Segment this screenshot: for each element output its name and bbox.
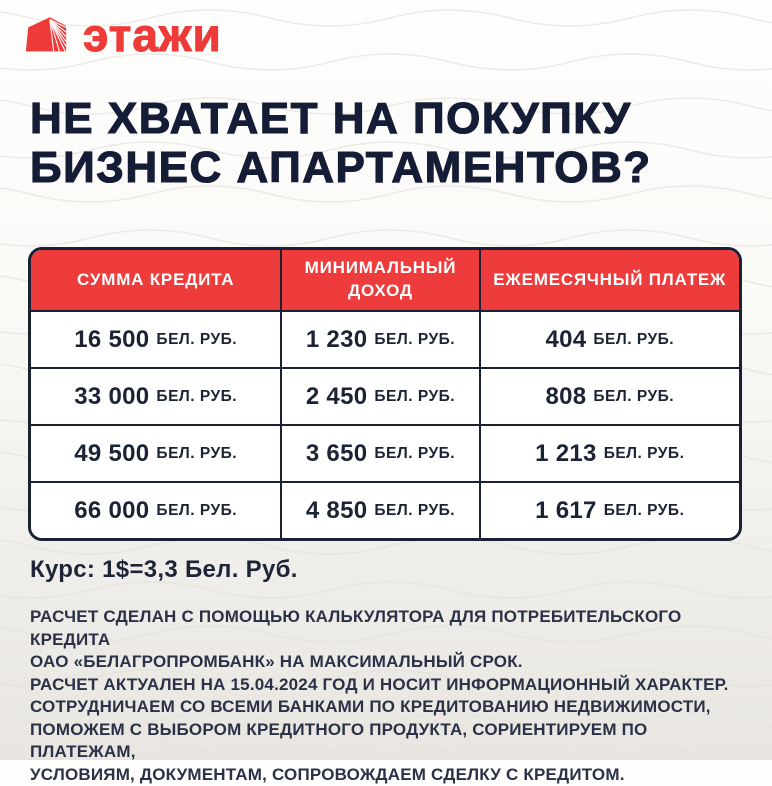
amount-value: 1 230 — [306, 326, 368, 354]
credit-table-header-row: СУММА КРЕДИТА МИНИМАЛЬНЫЙ ДОХОД ЕЖЕМЕСЯЧ… — [31, 250, 739, 310]
amount-value: 1 617 — [535, 497, 597, 525]
amount-value: 1 213 — [535, 440, 597, 468]
currency-unit: БЕЛ. РУБ. — [374, 331, 455, 349]
etazhi-logo-icon — [22, 14, 70, 56]
amount-value: 66 000 — [74, 497, 149, 525]
disclaimer-block: РАСЧЕТ СДЕЛАН С ПОМОЩЬЮ КАЛЬКУЛЯТОРА ДЛЯ… — [30, 606, 744, 786]
disclaimer-line: РАСЧЕТ АКТУАЛЕН НА 15.04.2024 ГОД И НОСИ… — [30, 674, 744, 697]
headline-line-1: НЕ ХВАТАЕТ НА ПОКУПКУ — [30, 94, 632, 143]
currency-unit: БЕЛ. РУБ. — [604, 445, 685, 463]
table-row: 49 500 БЕЛ. РУБ. 3 650 БЕЛ. РУБ. 1 213 БЕЛ.… — [31, 424, 739, 481]
headline-line-2: БИЗНЕС АПАРТАМЕНТОВ? — [30, 143, 652, 192]
cell-credit-sum: 66 000 БЕЛ. РУБ. — [31, 483, 282, 538]
cell-monthly-payment: 404 БЕЛ. РУБ. — [481, 312, 739, 367]
table-row: 33 000 БЕЛ. РУБ. 2 450 БЕЛ. РУБ. 808 БЕЛ. Р… — [31, 367, 739, 424]
currency-unit: БЕЛ. РУБ. — [156, 331, 237, 349]
amount-value: 404 — [545, 326, 586, 354]
exchange-rate-note: Курс: 1$=3,3 Бел. Руб. — [30, 556, 298, 584]
currency-unit: БЕЛ. РУБ. — [593, 331, 674, 349]
currency-unit: БЕЛ. РУБ. — [374, 445, 455, 463]
disclaimer-line: СОТРУДНИЧАЕМ СО ВСЕМИ БАНКАМИ ПО КРЕДИТО… — [30, 696, 744, 719]
amount-value: 16 500 — [74, 326, 149, 354]
table-row: 66 000 БЕЛ. РУБ. 4 850 БЕЛ. РУБ. 1 617 БЕЛ.… — [31, 481, 739, 538]
cell-credit-sum: 16 500 БЕЛ. РУБ. — [31, 312, 282, 367]
cell-min-income: 1 230 БЕЛ. РУБ. — [282, 312, 480, 367]
disclaimer-line: РАСЧЕТ СДЕЛАН С ПОМОЩЬЮ КАЛЬКУЛЯТОРА ДЛЯ… — [30, 606, 744, 651]
cell-min-income: 2 450 БЕЛ. РУБ. — [282, 369, 480, 424]
disclaimer-line: УСЛОВИЯМ, ДОКУМЕНТАМ, СОПРОВОЖДАЕМ СДЕЛК… — [30, 764, 744, 786]
brand-header: этажи — [22, 12, 222, 58]
currency-unit: БЕЛ. РУБ. — [593, 388, 674, 406]
amount-value: 4 850 — [306, 497, 368, 525]
amount-value: 2 450 — [306, 383, 368, 411]
cell-credit-sum: 33 000 БЕЛ. РУБ. — [31, 369, 282, 424]
column-header-credit-sum: СУММА КРЕДИТА — [31, 250, 282, 310]
column-header-min-income: МИНИМАЛЬНЫЙ ДОХОД — [282, 250, 480, 310]
currency-unit: БЕЛ. РУБ. — [374, 502, 455, 520]
currency-unit: БЕЛ. РУБ. — [156, 502, 237, 520]
cell-min-income: 3 650 БЕЛ. РУБ. — [282, 426, 480, 481]
amount-value: 808 — [545, 383, 586, 411]
etazhi-logo-text: этажи — [83, 12, 222, 58]
amount-value: 3 650 — [306, 440, 368, 468]
currency-unit: БЕЛ. РУБ. — [374, 388, 455, 406]
column-header-monthly-payment: ЕЖЕМЕСЯЧНЫЙ ПЛАТЕЖ — [481, 250, 739, 310]
cell-monthly-payment: 1 213 БЕЛ. РУБ. — [481, 426, 739, 481]
currency-unit: БЕЛ. РУБ. — [156, 388, 237, 406]
cell-monthly-payment: 1 617 БЕЛ. РУБ. — [481, 483, 739, 538]
amount-value: 49 500 — [74, 440, 149, 468]
cell-credit-sum: 49 500 БЕЛ. РУБ. — [31, 426, 282, 481]
disclaimer-line: ПОМОЖЕМ С ВЫБОРОМ КРЕДИТНОГО ПРОДУКТА, С… — [30, 719, 744, 764]
currency-unit: БЕЛ. РУБ. — [604, 502, 685, 520]
currency-unit: БЕЛ. РУБ. — [156, 445, 237, 463]
table-row: 16 500 БЕЛ. РУБ. 1 230 БЕЛ. РУБ. 404 БЕЛ. Р… — [31, 310, 739, 367]
credit-table: СУММА КРЕДИТА МИНИМАЛЬНЫЙ ДОХОД ЕЖЕМЕСЯЧ… — [28, 247, 742, 541]
cell-min-income: 4 850 БЕЛ. РУБ. — [282, 483, 480, 538]
disclaimer-line: ОАО «БЕЛАГРОПРОМБАНК» НА МАКСИМАЛЬНЫЙ СР… — [30, 651, 744, 674]
amount-value: 33 000 — [74, 383, 149, 411]
cell-monthly-payment: 808 БЕЛ. РУБ. — [481, 369, 739, 424]
